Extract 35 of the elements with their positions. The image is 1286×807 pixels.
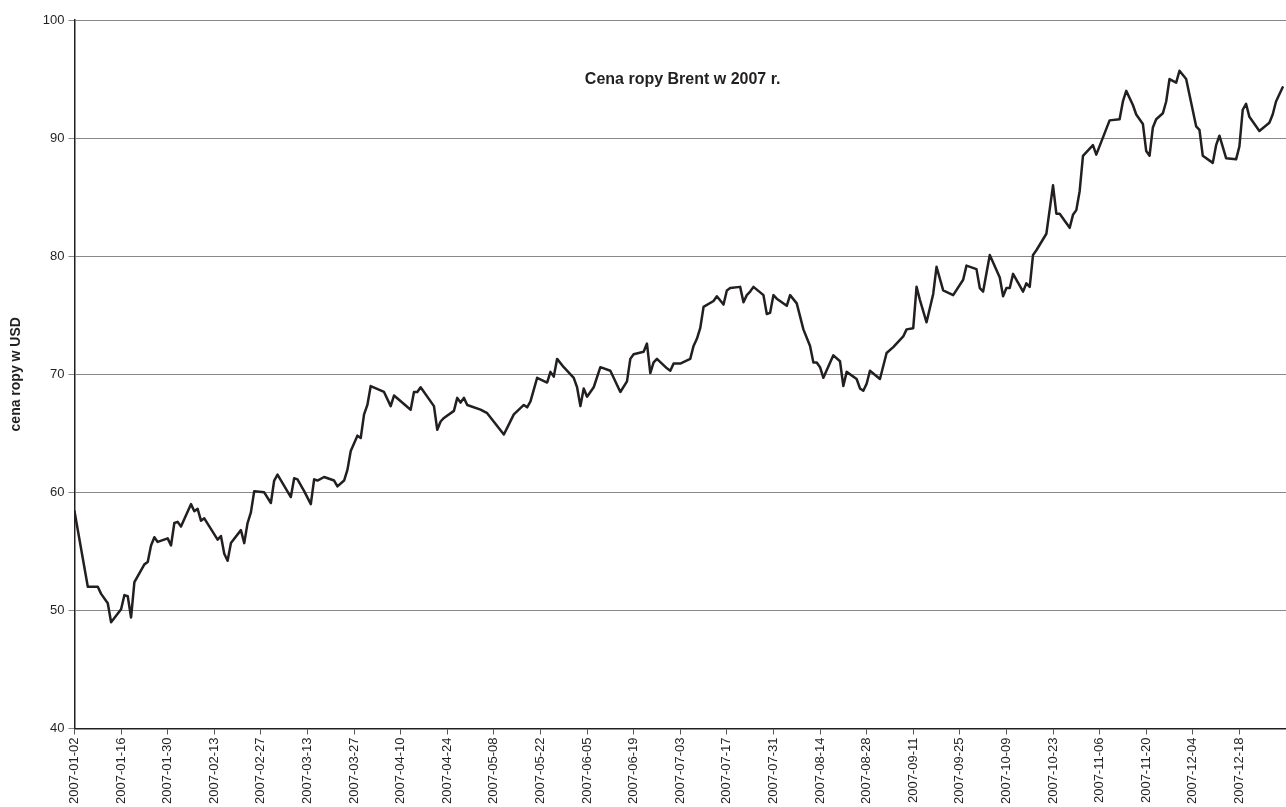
y-tick-label: 70 [50, 365, 65, 381]
y-tick-label: 90 [50, 129, 65, 145]
x-tick-label: 2007-07-31 [765, 737, 781, 804]
x-tick-label: 2007-10-23 [1044, 737, 1060, 804]
x-tick-label: 2007-12-18 [1230, 737, 1246, 804]
x-tick-label: 2007-08-14 [811, 737, 827, 804]
x-tick-label: 2007-07-17 [718, 737, 734, 804]
x-tick-label: 2007-04-24 [438, 737, 454, 804]
x-tick-label: 2007-09-25 [951, 737, 967, 804]
x-tick-label: 2007-05-22 [532, 737, 548, 804]
x-tick-label: 2007-10-09 [998, 737, 1013, 804]
x-tick-label: 2007-01-30 [159, 737, 175, 804]
x-tick-label: 2007-02-13 [205, 737, 221, 804]
x-tick-label: 2007-02-27 [252, 737, 268, 804]
x-tick-label: 2007-11-20 [1137, 737, 1153, 804]
y-tick-label: 50 [50, 602, 65, 617]
x-tick-label: 2007-07-03 [671, 737, 687, 804]
x-tick-label: 2007-03-13 [299, 737, 315, 804]
y-tick-label: 100 [42, 11, 65, 27]
y-tick-label: 60 [50, 483, 65, 499]
x-tick-label: 2007-01-16 [112, 737, 128, 804]
x-tick-label: 2007-04-10 [392, 737, 408, 804]
y-tick-label: 40 [50, 720, 65, 736]
x-tick-label: 2007-12-04 [1184, 737, 1200, 804]
x-tick-label: 2007-05-08 [485, 737, 501, 804]
x-tick-label: 2007-06-19 [625, 737, 641, 804]
y-axis-title: cena ropy w USD [7, 317, 24, 432]
x-tick-label: 2007-06-05 [578, 737, 594, 804]
x-tick-label: 2007-01-02 [66, 737, 82, 804]
x-tick-label: 2007-09-11 [904, 737, 920, 804]
y-tick-label: 80 [50, 247, 65, 263]
x-tick-label: 2007-11-06 [1091, 737, 1107, 804]
x-tick-label: 2007-08-28 [858, 737, 874, 804]
text: Cena ropy Brent w 2007 r. [584, 70, 781, 88]
x-tick-label: 2007-03-27 [345, 737, 361, 804]
